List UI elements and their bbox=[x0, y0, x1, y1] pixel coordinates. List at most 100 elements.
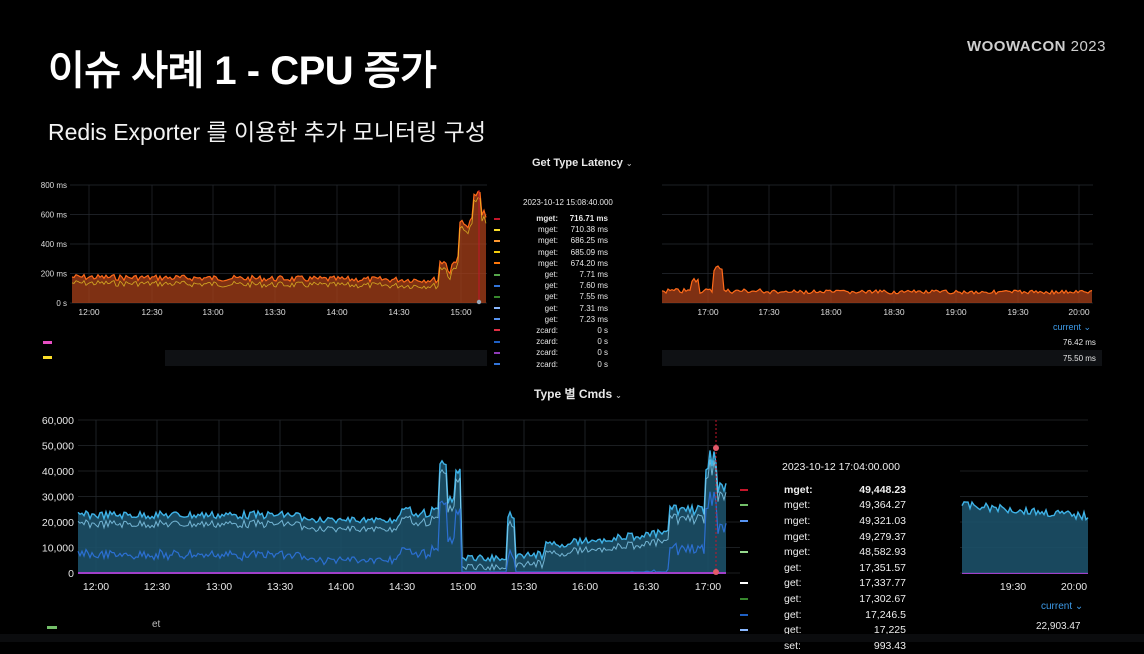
cmds-tooltip-value: 49,448.23 bbox=[859, 483, 906, 496]
cmds-legend-bar bbox=[0, 634, 1144, 642]
series-color-swatch bbox=[494, 295, 500, 298]
latency-tooltip-row: mget: 686.25 ms bbox=[494, 235, 613, 246]
latency-x-tick: 17:00 bbox=[697, 307, 719, 317]
latency-panel-title[interactable]: Get Type Latency ⌄ bbox=[532, 157, 633, 169]
cmds-hover-point-bottom bbox=[713, 569, 719, 575]
cmds-y-tick: 20,000 bbox=[42, 517, 74, 529]
series-color-swatch bbox=[740, 613, 748, 616]
latency-series-left-line2 bbox=[71, 197, 487, 290]
cmds-tooltip-key: mget: bbox=[784, 514, 811, 527]
latency-tooltip-value: 7.60 ms bbox=[579, 281, 608, 291]
series-color-swatch bbox=[494, 307, 500, 310]
latency-tooltip-value: 7.23 ms bbox=[579, 314, 608, 324]
latency-tooltip-value: 7.55 ms bbox=[579, 292, 608, 302]
slide-subtitle: Redis Exporter 를 이용한 추가 모니터링 구성 bbox=[48, 119, 486, 145]
latency-tooltip-row: get: 7.31 ms bbox=[494, 303, 613, 314]
cmds-series-line-right bbox=[961, 500, 1089, 522]
cmds-tooltip-key: mget: bbox=[784, 546, 811, 559]
series-color-swatch bbox=[494, 284, 500, 287]
series-color-swatch bbox=[740, 519, 748, 522]
cmds-hover-point bbox=[713, 445, 719, 451]
series-color-swatch bbox=[740, 582, 748, 585]
cmds-tooltip-value: 17,302.67 bbox=[859, 592, 906, 605]
latency-y-ticks: 800 ms 600 ms 400 ms 200 ms 0 s bbox=[41, 181, 67, 308]
cmds-x-tick: 12:30 bbox=[144, 581, 170, 593]
latency-tooltip-row: mget: 716.71 ms bbox=[494, 213, 613, 224]
latency-legend-current-header[interactable]: current ⌄ bbox=[1053, 322, 1091, 333]
latency-tooltip-key: mget: bbox=[537, 247, 558, 257]
latency-tooltip-row: mget: 710.38 ms bbox=[494, 224, 613, 235]
latency-y-tick: 800 ms bbox=[41, 181, 67, 190]
cmds-tooltip-value: 48,582.93 bbox=[859, 546, 906, 559]
latency-legend-swatch-1 bbox=[43, 341, 52, 344]
latency-tooltip-key: get: bbox=[544, 270, 558, 280]
cmds-y-tick: 10,000 bbox=[42, 543, 74, 555]
latency-tooltip-value: 7.31 ms bbox=[579, 303, 608, 313]
latency-grid bbox=[70, 184, 1093, 304]
latency-tooltip-row: zcard: 0 s bbox=[494, 325, 613, 336]
latency-x-tick: 12:30 bbox=[141, 307, 163, 317]
cmds-x-tick: 14:30 bbox=[389, 581, 415, 593]
latency-panel-title-text: Get Type Latency bbox=[532, 157, 623, 169]
latency-legend-bar-right bbox=[662, 350, 1102, 366]
latency-tooltip-row: zcard: 0 s bbox=[494, 347, 613, 358]
latency-tooltip-row: get: 7.60 ms bbox=[494, 280, 613, 291]
chevron-down-icon: ⌄ bbox=[625, 159, 633, 168]
cmds-legend-current-label: current bbox=[1041, 601, 1073, 612]
latency-tooltip-key: zcard: bbox=[536, 359, 558, 369]
cmds-series-line-mid bbox=[77, 459, 727, 572]
cmds-y-ticks: 60,000 50,000 40,000 30,000 20,000 10,000 0 bbox=[42, 415, 74, 580]
cmds-y-tick: 40,000 bbox=[42, 466, 74, 478]
series-color-swatch bbox=[494, 228, 500, 231]
cmds-tooltip-row: get: 17,246.5 bbox=[740, 607, 960, 623]
cmds-y-tick: 50,000 bbox=[42, 441, 74, 453]
latency-x-tick: 14:30 bbox=[388, 307, 410, 317]
cmds-legend-value: 22,903.47 bbox=[1036, 621, 1081, 632]
cmds-panel-title[interactable]: Type 별 Cmds ⌄ bbox=[534, 385, 622, 402]
cmds-tooltip-value: 49,279.37 bbox=[859, 530, 906, 543]
cmds-tooltip-row: mget: 49,448.23 bbox=[740, 482, 960, 498]
latency-tooltip-key: get: bbox=[544, 303, 558, 313]
series-color-swatch bbox=[740, 488, 748, 491]
cmds-tooltip-row: mget: 48,582.93 bbox=[740, 544, 960, 560]
cmds-tooltip-value: 17,225 bbox=[873, 624, 906, 637]
latency-x-ticks: 12:00 12:30 13:00 13:30 14:00 14:30 15:00 17:00… bbox=[78, 307, 1090, 317]
cmds-tooltip-key: mget: bbox=[784, 499, 811, 512]
series-color-swatch bbox=[740, 597, 748, 600]
cmds-tooltip-row: mget: 49,279.37 bbox=[740, 529, 960, 545]
latency-tooltip-row: mget: 674.20 ms bbox=[494, 258, 613, 269]
latency-tooltip-value: 686.25 ms bbox=[570, 236, 608, 246]
latency-x-tick: 18:00 bbox=[820, 307, 842, 317]
cmds-tooltip-key: mget: bbox=[784, 483, 813, 496]
slide-title: 이슈 사례 1 - CPU 증가 bbox=[48, 49, 437, 93]
series-color-swatch bbox=[494, 351, 500, 354]
latency-tooltip-value: 7.71 ms bbox=[579, 270, 608, 280]
cmds-y-tick: 30,000 bbox=[42, 492, 74, 504]
latency-series-left-area bbox=[72, 191, 486, 303]
series-color-swatch bbox=[740, 644, 748, 647]
cmds-tooltip-key: get: bbox=[784, 608, 802, 621]
cmds-x-tick: 12:00 bbox=[83, 581, 109, 593]
brand-year: 2023 bbox=[1070, 38, 1106, 55]
series-color-swatch bbox=[494, 217, 500, 220]
chevron-down-icon: ⌄ bbox=[1083, 322, 1092, 332]
brand-word: WOOWACON bbox=[966, 38, 1066, 55]
latency-tooltip-row: get: 7.55 ms bbox=[494, 291, 613, 302]
cmds-x-tick: 20:00 bbox=[1061, 581, 1087, 593]
cmds-tooltip-value: 17,351.57 bbox=[859, 561, 906, 574]
series-color-swatch bbox=[740, 535, 748, 538]
latency-x-tick: 19:30 bbox=[1007, 307, 1029, 317]
cmds-tooltip-row: mget: 49,321.03 bbox=[740, 513, 960, 529]
latency-tooltip-value: 0 s bbox=[597, 337, 608, 347]
latency-hover-point bbox=[476, 299, 482, 305]
cmds-x-tick: 17:00 bbox=[695, 581, 721, 593]
latency-x-tick: 13:30 bbox=[264, 307, 286, 317]
cmds-tooltip-row: get: 17,351.57 bbox=[740, 560, 960, 576]
latency-legend-current-label: current bbox=[1053, 322, 1082, 332]
cmds-tooltip-key: mget: bbox=[784, 530, 811, 543]
cmds-tooltip-time: 2023-10-12 17:04:00.000 bbox=[782, 461, 900, 473]
latency-tooltip-value: 710.38 ms bbox=[570, 225, 608, 235]
cmds-legend-current-header[interactable]: current ⌄ bbox=[1041, 601, 1083, 612]
cmds-tooltip-value: 49,321.03 bbox=[859, 514, 906, 527]
